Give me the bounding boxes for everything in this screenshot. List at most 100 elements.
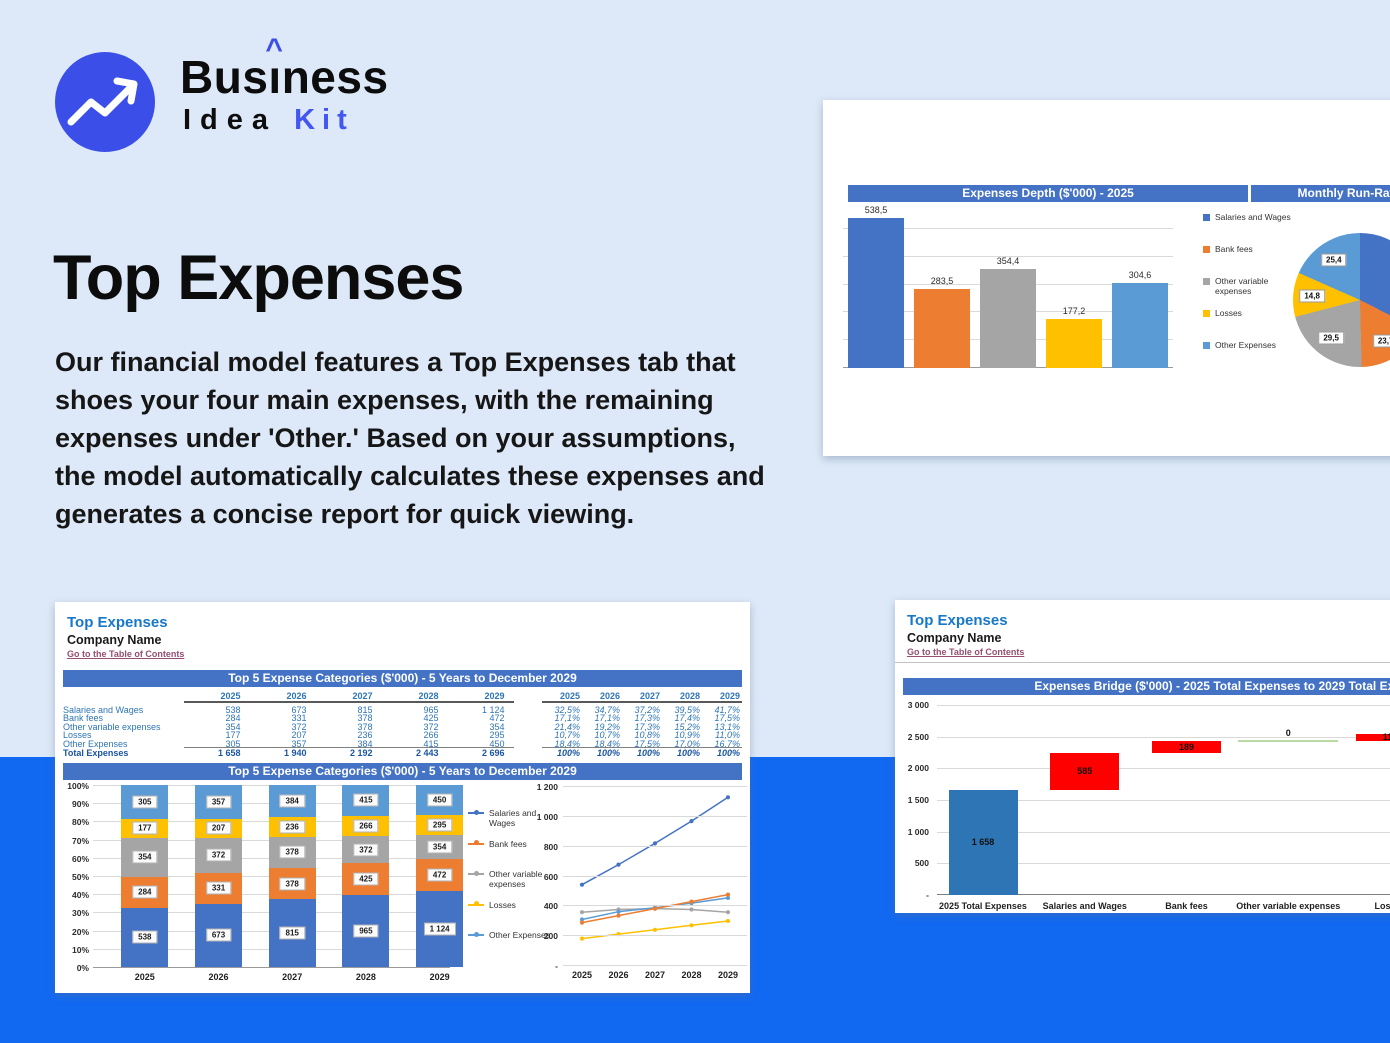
value-cell: 538 — [225, 704, 241, 715]
value-cell: 2 192 — [349, 747, 373, 758]
top5-table: 2025 2026 2027 2028 2029 2025 2026 2027 2028 2029… — [63, 690, 742, 758]
runrate-pie: 23,7 29,5 14,8 25,4 — [1293, 233, 1390, 367]
gridline — [563, 935, 747, 937]
y-axis-label: - — [926, 890, 929, 900]
brand-prefix: Bus — [180, 51, 269, 103]
legend-dot-icon — [474, 901, 479, 906]
segment-value-label: 450 — [426, 793, 453, 807]
bar-value-label: 1 658 — [971, 837, 995, 848]
percent-cell: 19,2% — [594, 721, 620, 732]
legend-swatch-icon — [1203, 214, 1210, 221]
percent-cell: 2025 — [559, 691, 580, 701]
percent-cell: 17,1% — [554, 713, 580, 724]
gridline — [563, 786, 747, 787]
legend-label: Bank fees — [489, 838, 527, 849]
stacked-chart-header: Top 5 Expense Categories ($'000) - 5 Yea… — [63, 763, 742, 780]
percent-group: 18,4% 18,4% 17,5% 17,0% 16,7% — [542, 739, 742, 749]
value-group: 305 357 384 415 450 — [184, 739, 514, 749]
percent-cell: 2027 — [639, 691, 660, 701]
gridline — [843, 227, 1173, 229]
segment-value-label: 673 — [205, 928, 232, 942]
segment-value-label: 384 — [279, 794, 305, 808]
x-axis-label: 2029 — [717, 970, 739, 980]
percent-cell: 18,4% — [594, 738, 620, 749]
row-label: Other Expenses — [63, 738, 128, 749]
bar-value-label: 304,6 — [1128, 270, 1152, 281]
bar-value-label: 189 — [1178, 741, 1195, 752]
bar-2 — [914, 289, 970, 368]
company-name: Company Name — [67, 633, 162, 647]
percent-cell: 15,2% — [674, 721, 700, 732]
bridge-bar — [1050, 752, 1120, 790]
x-axis-label: 2028 — [681, 970, 702, 980]
value-cell: 284 — [225, 713, 241, 724]
x-axis-label: 2029 — [429, 972, 450, 982]
percent-cell: 17,4% — [674, 713, 700, 724]
segment-value-label: 305 — [132, 795, 158, 809]
table-row: Other variable expenses 354 372 378 372 354 21… — [63, 721, 742, 732]
sheet-title: Top Expenses — [907, 612, 1008, 629]
card-expenses-bridge: Top Expenses Company Name Go to the Tabl… — [895, 600, 1390, 913]
gridline — [563, 845, 747, 847]
percent-cell: 2029 — [719, 691, 740, 701]
gridline — [937, 768, 1390, 770]
percent-group: 17,1% 17,1% 17,3% 17,4% 17,5% — [542, 713, 742, 723]
legend-label: Salaries and Wages — [1215, 212, 1291, 222]
segment-value-label: 354 — [426, 840, 453, 854]
value-cell: 2026 — [286, 691, 307, 701]
toc-link[interactable]: Go to the Table of Contents — [67, 649, 185, 659]
page-title: Top Expenses — [53, 243, 464, 314]
line-plot: 2025 2026 2027 2028 2029 — [563, 786, 747, 980]
x-axis-label: Salaries and Wages — [1042, 901, 1127, 911]
toc-link[interactable]: Go to the Table of Contents — [907, 647, 1025, 657]
value-cell: 305 — [225, 738, 241, 749]
value-cell: 415 — [423, 738, 439, 749]
value-group: 177 207 236 266 295 — [184, 730, 514, 740]
y-axis-label: 1 500 — [907, 795, 929, 805]
bar-5 — [1112, 283, 1168, 368]
y-axis-label: 2 500 — [907, 731, 929, 742]
x-axis-label: 2025 — [571, 970, 593, 980]
segment-value-label: 357 — [205, 795, 232, 809]
value-cell: 354 — [489, 721, 505, 732]
gridline — [563, 815, 747, 817]
value-cell: 1 658 — [217, 747, 241, 758]
gridline — [937, 831, 1390, 833]
segment-value-label: 378 — [279, 877, 305, 891]
bar-4 — [1046, 318, 1102, 368]
legend-swatch-icon — [1203, 310, 1210, 317]
company-name: Company Name — [907, 631, 1002, 645]
gridline — [843, 255, 1173, 257]
value-cell: 177 — [225, 730, 241, 741]
stacked-bar — [268, 785, 316, 967]
brand-suffix: ness — [281, 51, 389, 103]
percent-cell: 100% — [556, 747, 580, 758]
x-axis-label: 2028 — [355, 972, 376, 982]
x-axis-line — [937, 894, 1390, 895]
percent-group: 21,4% 19,2% 17,3% 15,2% 13,1% — [542, 722, 742, 732]
y-axis-label: 1 000 — [536, 811, 558, 822]
segment-value-label: 415 — [353, 793, 379, 807]
percent-cell: 34,7% — [594, 704, 620, 715]
bar-value-label: 177,2 — [1062, 305, 1086, 316]
x-axis-label: 2025 — [134, 972, 155, 982]
percent-cell: 17,1% — [594, 713, 620, 724]
x-axis-label: Other variable expenses — [1236, 901, 1341, 911]
value-cell: 425 — [423, 713, 439, 724]
brand-name-line1: Bus ^ ıness — [180, 33, 389, 104]
y-axis-label: 30% — [71, 908, 89, 919]
percent-cell: 13,1% — [714, 721, 740, 732]
y-axis-label: - — [555, 961, 558, 971]
segment-value-label: 378 — [279, 845, 305, 859]
y-axis-label: 1 200 — [536, 782, 558, 792]
legend-label: Losses — [489, 899, 516, 910]
stacked-plot: 538 284 354 177 305 2025 673 331 372 207 357 2026 81… — [93, 785, 464, 982]
gridline — [937, 705, 1390, 706]
segment-value-label: 372 — [353, 843, 379, 857]
bar-value-label: 354,4 — [996, 256, 1020, 267]
percent-cell: 17,5% — [634, 738, 660, 749]
gridline — [563, 965, 747, 966]
y-axis-label: 0% — [76, 963, 89, 973]
bar-value-label: 118 — [1382, 732, 1390, 743]
x-axis-label: 2027 — [644, 970, 666, 980]
